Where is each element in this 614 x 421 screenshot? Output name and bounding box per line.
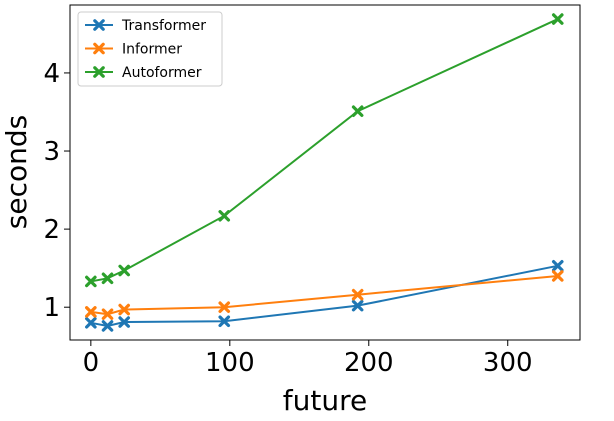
x-tick-label: 200 [344, 348, 394, 378]
x-tick-label: 100 [205, 348, 255, 378]
plot-area [85, 13, 564, 332]
data-point-transformer [101, 320, 114, 332]
data-point-autoformer [101, 272, 114, 285]
legend-item-transformer: Transformer [85, 18, 206, 34]
legend-label: Autoformer [122, 65, 202, 81]
y-tick-label: 1 [43, 293, 60, 323]
data-point-transformer [118, 316, 130, 328]
axes: 0 100 200 300 1 2 3 4 [43, 4, 581, 378]
data-point-autoformer [85, 275, 97, 288]
series-line-informer [90, 274, 558, 316]
data-point-informer [218, 301, 231, 314]
legend: Transformer Informer Autoformer [77, 11, 223, 87]
y-tick-label: 4 [43, 59, 60, 89]
legend-marker [93, 66, 105, 78]
legend-item-informer: Informer [85, 42, 182, 58]
series-line-transformer [90, 264, 558, 327]
data-point-transformer [85, 317, 97, 329]
legend-box [77, 11, 223, 87]
data-point-informer [85, 306, 97, 318]
legend-label: Transformer [121, 18, 206, 34]
y-tick-label: 2 [43, 215, 60, 245]
x-tick-label: 0 [83, 348, 100, 378]
y-axis-label: seconds [0, 115, 33, 229]
data-point-autoformer [118, 264, 130, 277]
axes-frame [69, 4, 581, 341]
data-point-transformer [551, 260, 564, 272]
data-point-transformer [218, 315, 231, 328]
legend-marker [93, 42, 105, 55]
data-point-informer [551, 270, 564, 282]
data-point-autoformer [218, 210, 231, 222]
legend-label: Informer [122, 42, 182, 58]
x-tick-label: 300 [483, 348, 533, 378]
legend-marker [93, 19, 105, 31]
data-point-autoformer [551, 13, 564, 25]
y-tick-label: 3 [43, 137, 60, 167]
data-point-transformer [351, 299, 364, 312]
legend-item-autoformer: Autoformer [85, 65, 202, 81]
x-axis-label: future [283, 384, 367, 417]
data-point-autoformer [351, 105, 364, 118]
data-point-informer [101, 308, 114, 321]
data-point-informer [118, 303, 130, 316]
data-point-informer [351, 288, 364, 301]
